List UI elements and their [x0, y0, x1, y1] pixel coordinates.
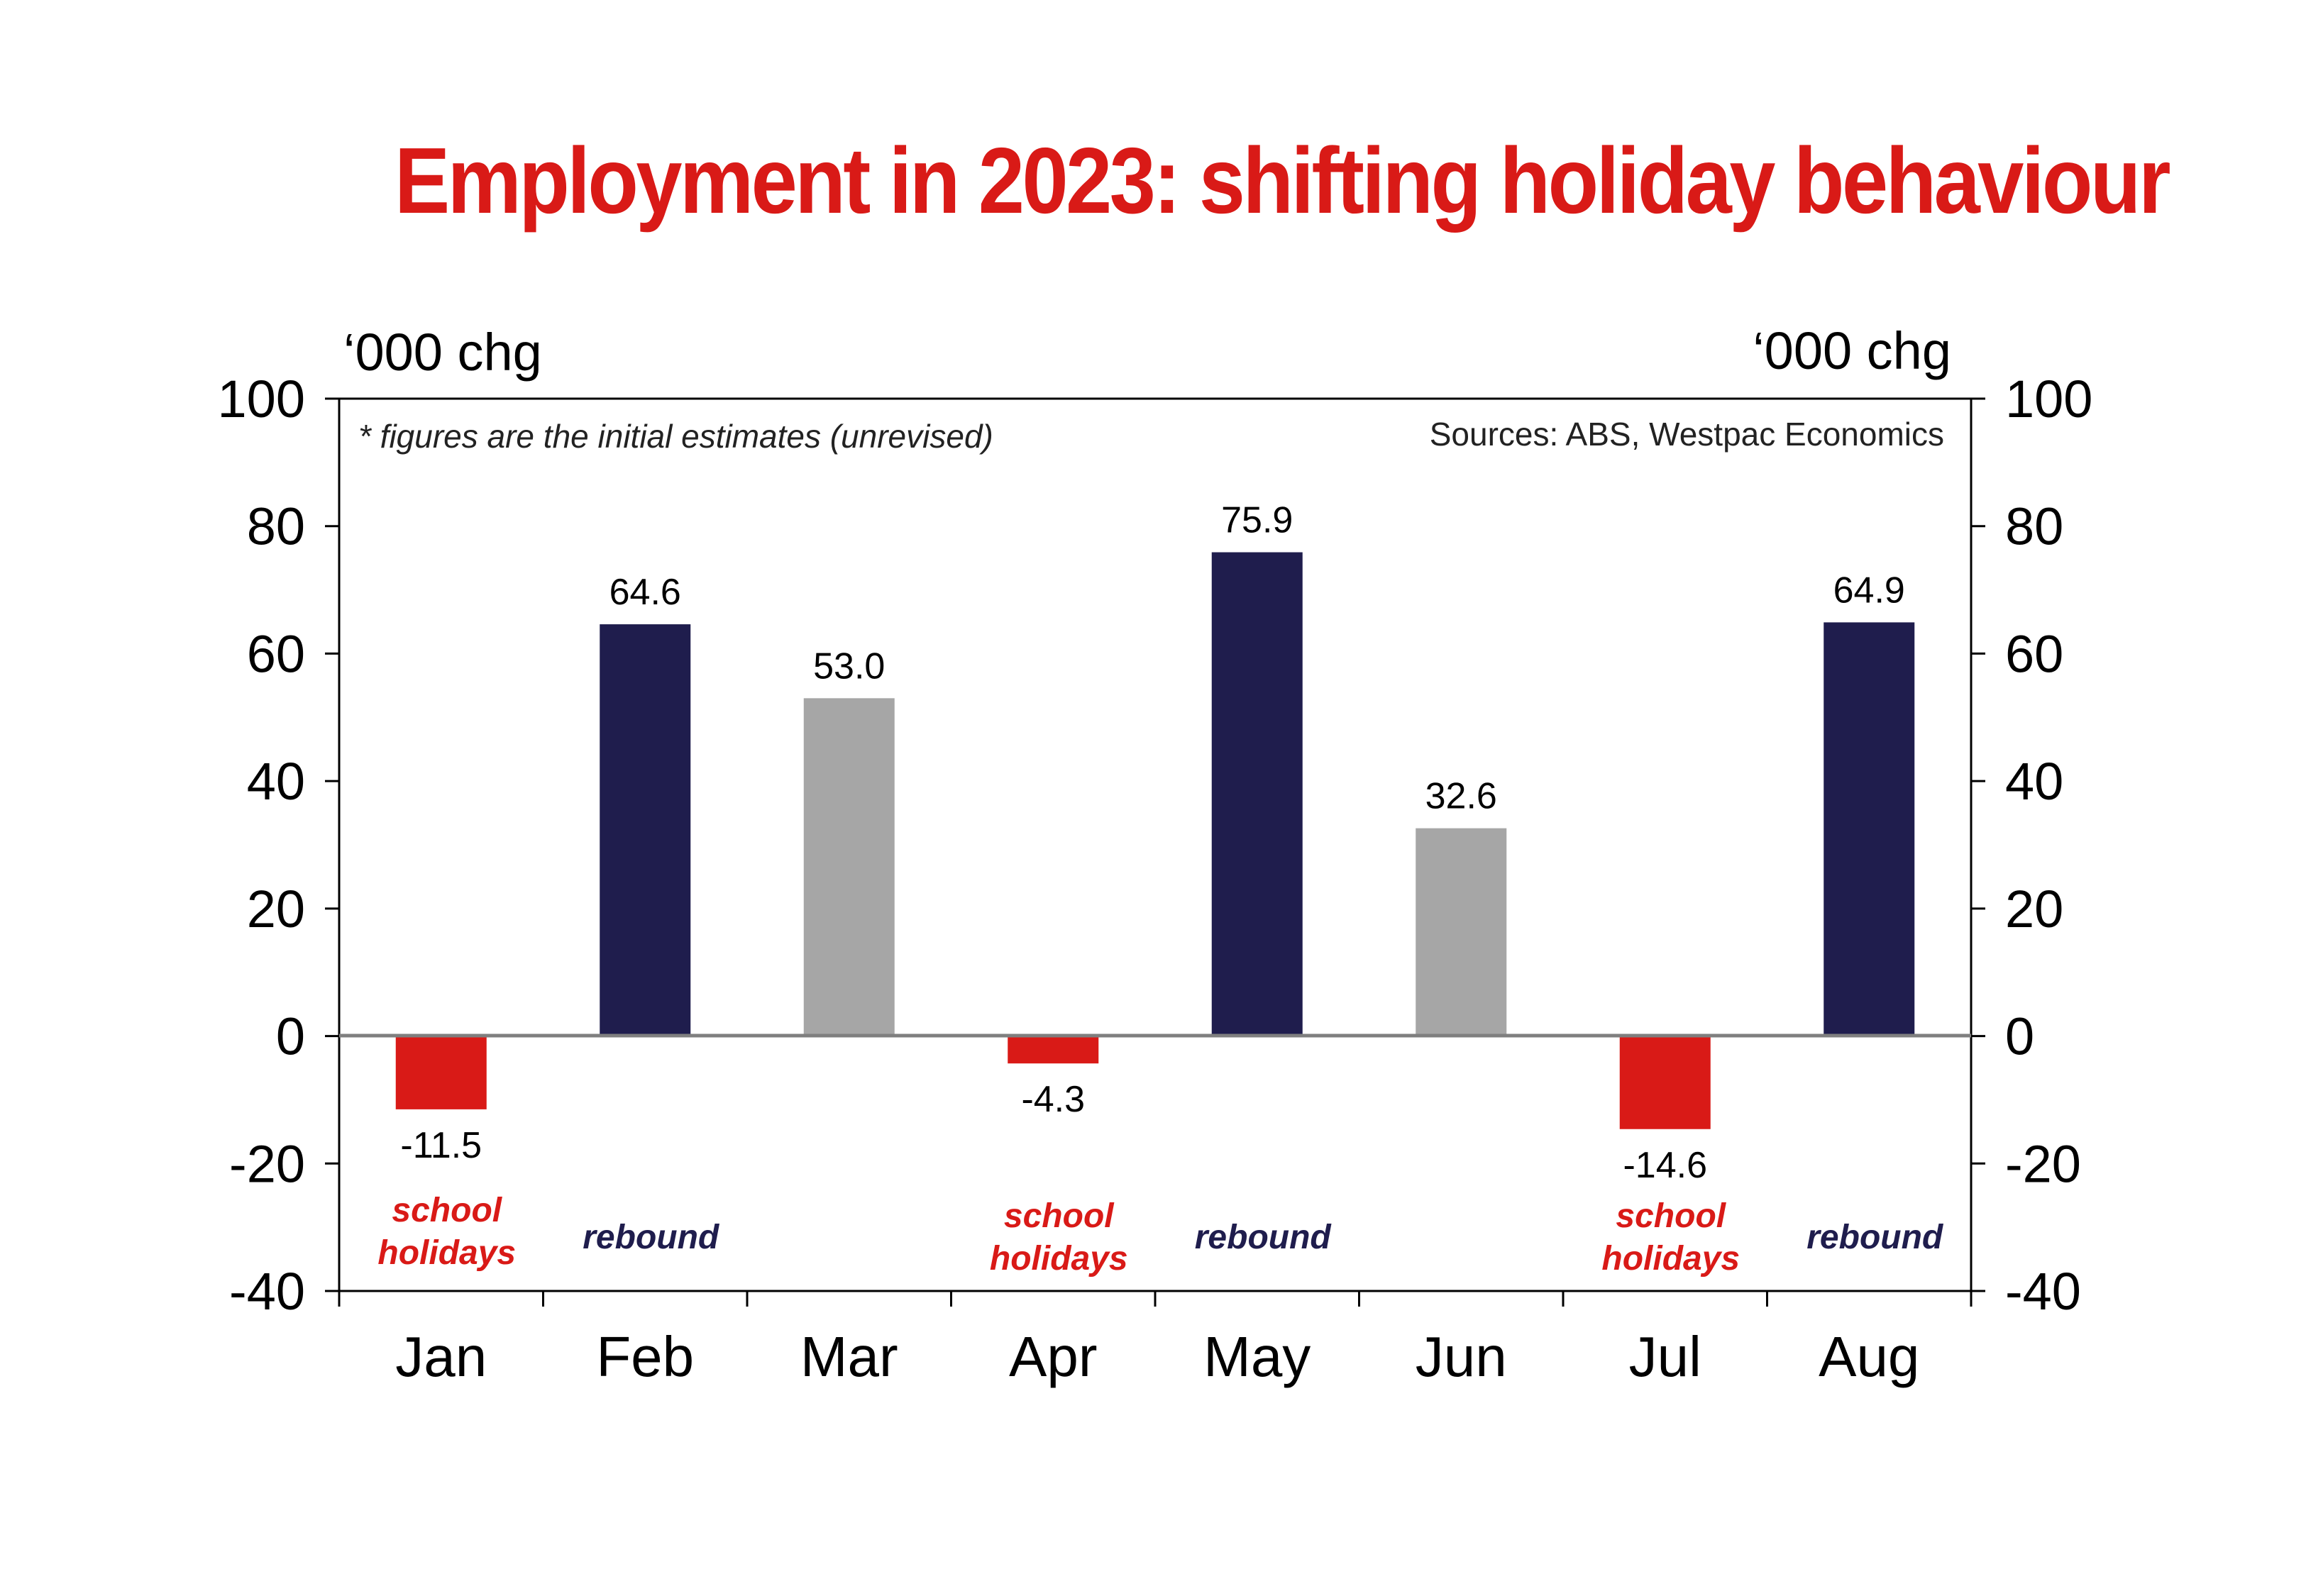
right-y-tick-label: 80 — [2005, 497, 2063, 556]
value-labels: -11.5 64.6 53.0 -4.3 75.9 32.6 -14.6 64.9 — [400, 500, 1904, 1186]
bar-value-label: -11.5 — [400, 1125, 482, 1166]
left-y-tick-label: -20 — [229, 1134, 305, 1193]
bar — [1824, 622, 1915, 1036]
right-axis-unit-label: ‘000 chg — [1753, 321, 1951, 380]
right-y-tick-label: 60 — [2005, 624, 2063, 683]
x-tick-label: May — [1203, 1325, 1311, 1388]
plot-area-frame — [338, 397, 1973, 1292]
bar — [395, 1036, 487, 1109]
x-tick-label: Aug — [1819, 1325, 1919, 1388]
annotation-label: holidays — [1601, 1240, 1740, 1278]
x-tick-label: Jul — [1629, 1325, 1701, 1388]
left-y-tick-label: 60 — [247, 624, 305, 683]
right-y-axis: 100 80 60 40 20 0 -20 -40 — [1971, 370, 2092, 1321]
bar-annotations: school holidays rebound school holidays rebou… — [377, 1192, 1944, 1278]
x-tick-label: Jan — [395, 1325, 487, 1388]
left-y-axis: 100 80 60 40 20 0 -20 -40 — [218, 370, 339, 1321]
left-y-tick-label: -40 — [229, 1262, 305, 1321]
right-y-tick-label: -40 — [2005, 1262, 2081, 1321]
x-tick-label: Feb — [596, 1325, 694, 1388]
left-y-tick-label: 100 — [218, 370, 305, 428]
bar-value-label: 64.9 — [1833, 570, 1905, 611]
right-y-tick-label: 100 — [2005, 370, 2092, 428]
annotation-label: holidays — [990, 1240, 1128, 1278]
annotation-label: rebound — [1806, 1219, 1944, 1256]
annotation-label: school — [1004, 1197, 1115, 1235]
annotation-label: school — [392, 1192, 502, 1229]
x-tick-label: Apr — [1009, 1325, 1098, 1388]
bar — [1008, 1036, 1099, 1064]
annotation-label: rebound — [1195, 1219, 1333, 1256]
chart-source: Sources: ABS, Westpac Economics — [1430, 416, 1944, 453]
left-y-tick-label: 80 — [247, 497, 305, 556]
right-y-tick-label: 0 — [2005, 1007, 2034, 1066]
left-y-tick-label: 20 — [247, 880, 305, 938]
left-axis-unit-label: ‘000 chg — [343, 323, 542, 382]
bar-series — [395, 552, 1915, 1129]
bar — [1416, 828, 1507, 1036]
bar-value-label: 64.6 — [609, 572, 681, 613]
bar-value-label: 75.9 — [1221, 500, 1293, 541]
left-y-tick-label: 0 — [276, 1007, 305, 1066]
x-tick-label: Jun — [1416, 1325, 1507, 1388]
bar-value-label: 53.0 — [813, 645, 885, 687]
right-y-tick-label: -20 — [2005, 1134, 2081, 1193]
x-axis: Jan Feb Mar Apr May Jun Jul Aug — [338, 1291, 1973, 1388]
bar-value-label: -14.6 — [1623, 1145, 1707, 1186]
chart-title: Employment in 2023: shifting holiday beh… — [395, 128, 2170, 233]
bar-value-label: -4.3 — [1021, 1079, 1085, 1120]
right-y-tick-label: 40 — [2005, 752, 2063, 811]
annotation-label: school — [1616, 1197, 1726, 1235]
bar — [803, 698, 895, 1036]
x-tick-label: Mar — [800, 1325, 898, 1388]
bar-value-label: 32.6 — [1425, 776, 1497, 817]
annotation-label: rebound — [583, 1219, 720, 1256]
bar — [1619, 1036, 1711, 1129]
bar — [600, 624, 691, 1036]
left-y-tick-label: 40 — [247, 752, 305, 811]
chart-footnote: * figures are the initial estimates (unr… — [358, 418, 993, 455]
bar — [1211, 552, 1303, 1036]
right-y-tick-label: 20 — [2005, 880, 2063, 938]
annotation-label: holidays — [377, 1234, 516, 1272]
